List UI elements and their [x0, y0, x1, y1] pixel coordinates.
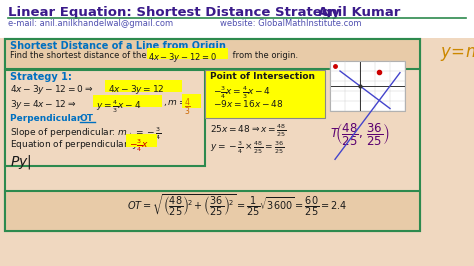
Text: $y\!=\!mx\!+\!b$: $y\!=\!mx\!+\!b$: [440, 41, 474, 63]
Text: Equation of perpendicular: $y = $: Equation of perpendicular: $y = $: [10, 138, 148, 151]
Text: website: GlobalMathInstitute.com: website: GlobalMathInstitute.com: [220, 19, 362, 28]
Text: $OT = \sqrt{\left(\dfrac{48}{25}\right)^{\!2} + \left(\dfrac{36}{25}\right)^{\!2: $OT = \sqrt{\left(\dfrac{48}{25}\right)^…: [127, 192, 347, 218]
FancyBboxPatch shape: [93, 94, 163, 106]
Text: Perpendicular: Perpendicular: [10, 114, 84, 123]
Text: OT: OT: [80, 114, 94, 123]
Text: Strategy 1:: Strategy 1:: [10, 72, 72, 82]
FancyBboxPatch shape: [330, 61, 405, 111]
FancyBboxPatch shape: [106, 80, 182, 92]
Text: $-9x = 16x - 48$: $-9x = 16x - 48$: [213, 98, 283, 109]
Text: $3y = 4x - 12 \Rightarrow$: $3y = 4x - 12 \Rightarrow$: [10, 98, 76, 111]
Text: $4x - 3y - 12 = 0 \Rightarrow$: $4x - 3y - 12 = 0 \Rightarrow$: [10, 83, 93, 96]
Text: e-mail: anil.anilkhandelwal@gmail.com: e-mail: anil.anilkhandelwal@gmail.com: [8, 19, 173, 28]
FancyBboxPatch shape: [205, 70, 325, 118]
Text: from the origin.: from the origin.: [230, 51, 298, 60]
Text: Point of Intersection: Point of Intersection: [210, 72, 315, 81]
Text: $-\frac{3}{4}x = \frac{4}{3}x - 4$: $-\frac{3}{4}x = \frac{4}{3}x - 4$: [213, 84, 271, 101]
Text: Anil Kumar: Anil Kumar: [318, 6, 401, 19]
FancyBboxPatch shape: [182, 94, 201, 107]
FancyBboxPatch shape: [5, 39, 420, 231]
FancyBboxPatch shape: [5, 70, 205, 166]
Text: $4x - 3y = 12$: $4x - 3y = 12$: [108, 83, 164, 96]
FancyBboxPatch shape: [147, 48, 228, 59]
FancyBboxPatch shape: [5, 191, 420, 231]
Text: $4x - 3y - 12 = 0$: $4x - 3y - 12 = 0$: [148, 51, 217, 64]
Text: $y = \frac{4}{3}x - 4$: $y = \frac{4}{3}x - 4$: [96, 98, 141, 115]
Text: $T\!\left(\dfrac{48}{25},\,\dfrac{36}{25}\right)$: $T\!\left(\dfrac{48}{25},\,\dfrac{36}{25…: [330, 121, 390, 147]
FancyBboxPatch shape: [0, 0, 474, 38]
Text: Linear Equation: Shortest Distance Strategy: Linear Equation: Shortest Distance Strat…: [8, 6, 340, 19]
Text: $25x = 48 \Rightarrow x = \frac{48}{25}$: $25x = 48 \Rightarrow x = \frac{48}{25}$: [210, 122, 287, 139]
Text: $\frac{4}{3}$: $\frac{4}{3}$: [184, 97, 191, 118]
Text: Shortest Distance of a Line from Origin: Shortest Distance of a Line from Origin: [10, 41, 226, 51]
Text: Slope of perpendicular: $m_\perp = -\frac{3}{4}$: Slope of perpendicular: $m_\perp = -\fra…: [10, 125, 162, 142]
Text: Find the shortest distance of the line: Find the shortest distance of the line: [10, 51, 167, 60]
Text: $y = -\frac{3}{4} \times \frac{48}{25} = \frac{36}{25}$: $y = -\frac{3}{4} \times \frac{48}{25} =…: [210, 139, 284, 156]
Text: $,m=$: $,m=$: [163, 98, 187, 108]
Text: $-\frac{3}{4}x$: $-\frac{3}{4}x$: [129, 137, 149, 154]
FancyBboxPatch shape: [5, 39, 420, 69]
FancyBboxPatch shape: [127, 134, 157, 147]
Text: $\mathit{Py|}$: $\mathit{Py|}$: [10, 153, 31, 171]
